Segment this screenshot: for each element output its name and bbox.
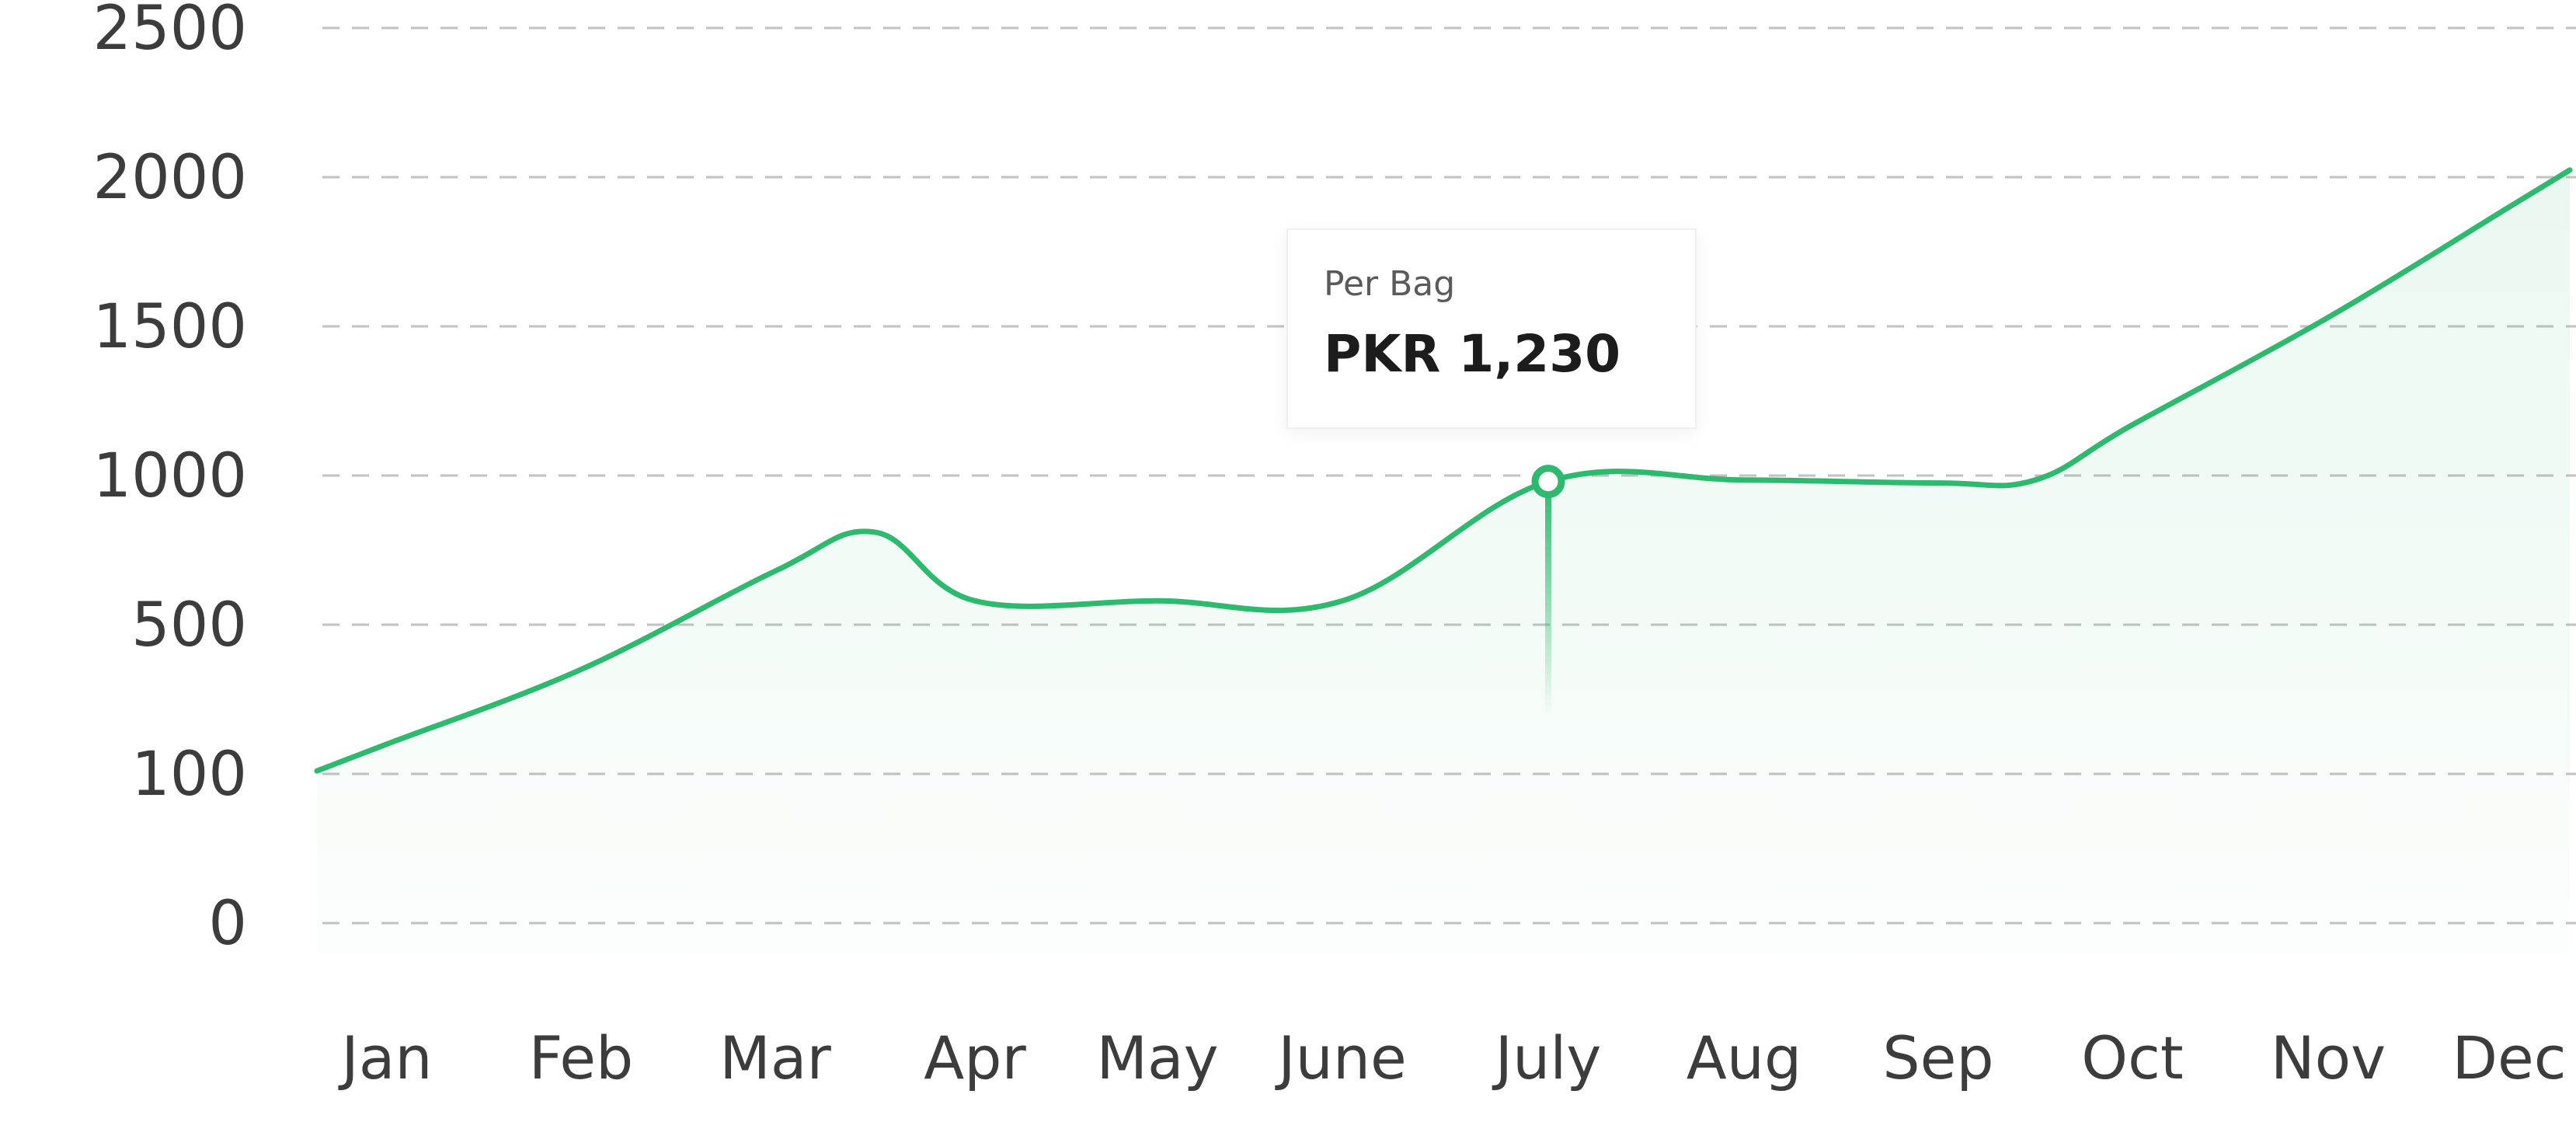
highlight-stem [1545,481,1551,715]
y-tick-label: 2000 [92,143,247,213]
x-tick-label: Sep [1882,1023,1993,1092]
highlight-point[interactable] [1531,465,1565,499]
x-tick-label: Oct [2081,1023,2183,1092]
x-tick-label: Dec [2452,1023,2566,1092]
y-tick-label: 2500 [92,0,247,64]
value-tooltip: Per Bag PKR 1,230 [1286,228,1697,429]
x-tick-label: Feb [529,1023,634,1092]
x-tick-label: May [1096,1023,1218,1092]
y-tick-label: 100 [131,740,247,810]
y-tick-label: 0 [208,889,247,959]
y-tick-label: 1500 [92,292,247,362]
series-line [314,167,2573,774]
x-tick-label: Mar [719,1023,831,1092]
x-tick-label: Aug [1687,1023,1801,1092]
y-tick-label: 500 [131,591,247,660]
x-tick-label: June [1275,1023,1407,1092]
y-tick-label: 1000 [92,441,247,511]
x-tick-label: Jan [338,1023,432,1092]
tooltip-label: Per Bag [1324,264,1456,304]
series-area [317,169,2570,952]
tooltip-value: PKR 1,230 [1324,324,1621,384]
x-tick-label: Nov [2271,1023,2386,1092]
x-tick-label: Apr [924,1023,1026,1092]
x-tick-label: July [1492,1023,1602,1092]
